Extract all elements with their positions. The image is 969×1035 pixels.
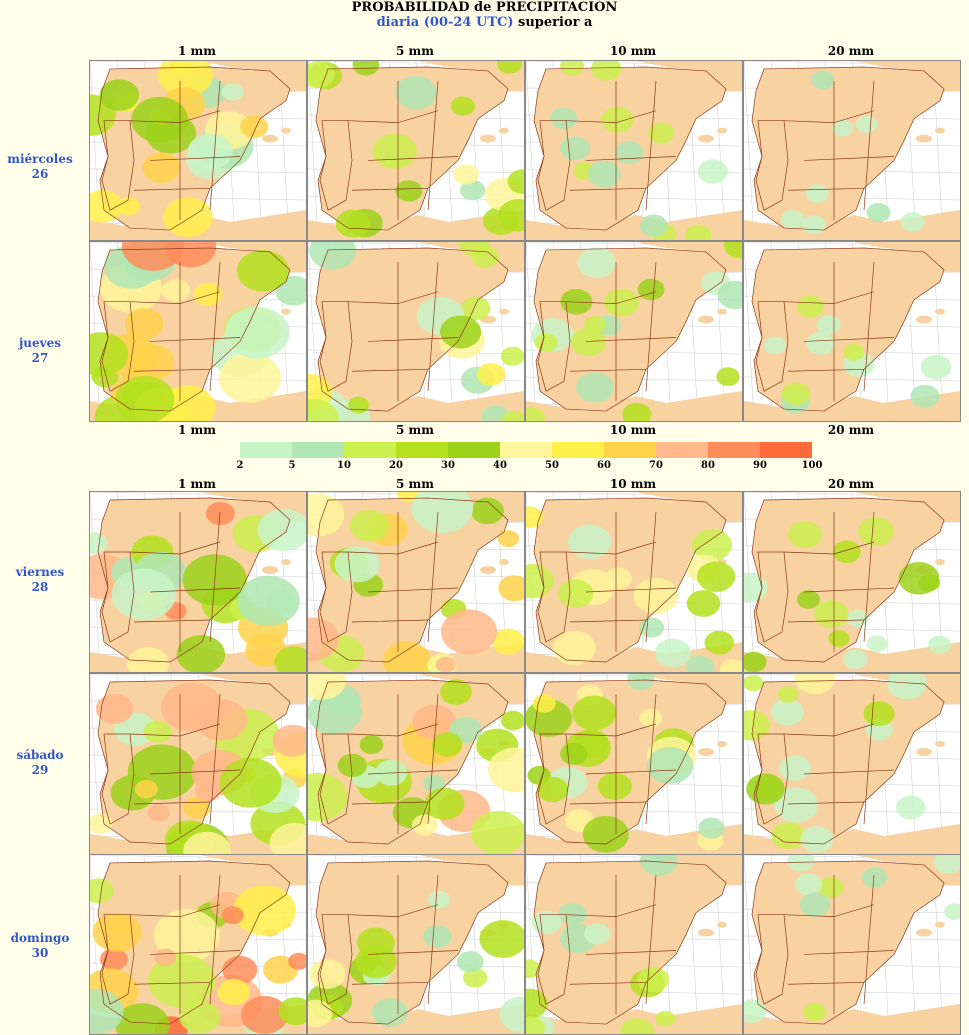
col-header-10mm: 10 mm [609, 44, 657, 58]
precip-map-panel [525, 241, 743, 422]
precip-map-panel [307, 241, 525, 422]
legend-bar [240, 442, 812, 458]
row-label-viernes: viernes 28 [4, 565, 76, 595]
day-number: 30 [31, 946, 49, 960]
col-header-20mm-mid: 20 mm [827, 423, 875, 437]
subtitle-period: diaria (00-24 UTC) [376, 15, 514, 30]
precip-map-panel [525, 491, 743, 673]
col-header-1mm-mid: 1 mm [178, 423, 216, 437]
row-label-miercoles: miércoles 26 [4, 152, 76, 182]
legend-tick-label: 90 [753, 460, 767, 471]
row-label-domingo: domingo 30 [4, 931, 76, 961]
col-header-10mm-mid: 10 mm [609, 423, 657, 437]
precip-map-panel [307, 854, 525, 1035]
legend-swatch [500, 442, 552, 458]
precip-map-panel [89, 491, 307, 673]
legend-swatch [240, 442, 292, 458]
precip-map-panel [525, 60, 743, 241]
legend-tick-label: 20 [389, 460, 403, 471]
color-legend: 2 5 10 20 30 40 50 60 70 80 90 100 [236, 442, 823, 472]
col-header-20mm-low: 20 mm [827, 477, 875, 491]
col-header-5mm-low: 5 mm [396, 477, 434, 491]
col-header-5mm: 5 mm [396, 44, 434, 58]
legend-labels: 2 5 10 20 30 40 50 60 70 80 90 100 [236, 458, 823, 472]
precip-map-panel [89, 673, 307, 855]
legend-swatch [396, 442, 448, 458]
legend-tick-label: 80 [701, 460, 715, 471]
row-label-sabado: sábado 29 [4, 748, 76, 778]
precip-map-panel [525, 854, 743, 1035]
legend-tick-label: 70 [649, 460, 663, 471]
day-name: viernes [15, 565, 65, 579]
precip-map-panel [743, 854, 961, 1035]
day-number: 29 [31, 763, 49, 777]
col-header-20mm: 20 mm [827, 44, 875, 58]
precip-map-panel [743, 673, 961, 855]
col-header-1mm: 1 mm [178, 44, 216, 58]
precip-map-panel [307, 60, 525, 241]
legend-swatch [656, 442, 708, 458]
col-header-10mm-low: 10 mm [609, 477, 657, 491]
legend-tick-label: 100 [801, 460, 823, 471]
legend-tick-label: 40 [493, 460, 507, 471]
precip-map-panel [525, 673, 743, 855]
day-number: 28 [31, 580, 49, 594]
subtitle-rest: superior a [513, 15, 593, 30]
day-name: jueves [18, 336, 62, 350]
precip-map-panel [89, 854, 307, 1035]
legend-tick-label: 60 [597, 460, 611, 471]
legend-tick-label: 10 [337, 460, 351, 471]
legend-swatch [552, 442, 604, 458]
legend-swatch [708, 442, 760, 458]
precip-map-panel [743, 60, 961, 241]
legend-swatch [344, 442, 396, 458]
legend-swatch [604, 442, 656, 458]
page-title: PROBABILIDAD de PRECIPITACIÓN [351, 0, 618, 15]
legend-swatch [760, 442, 812, 458]
legend-tick-label: 5 [288, 460, 296, 471]
legend-tick-label: 50 [545, 460, 559, 471]
legend-tick-label: 2 [236, 460, 244, 471]
day-name: sábado [16, 748, 64, 762]
col-header-5mm-mid: 5 mm [396, 423, 434, 437]
precip-map-panel [89, 60, 307, 241]
precip-map-panel [743, 491, 961, 673]
precip-map-panel [307, 491, 525, 673]
row-label-jueves: jueves 27 [4, 336, 76, 366]
day-number: 26 [31, 167, 49, 181]
day-number: 27 [31, 351, 49, 365]
col-header-1mm-low: 1 mm [178, 477, 216, 491]
precip-map-panel [89, 241, 307, 422]
legend-swatch [292, 442, 344, 458]
day-name: domingo [10, 931, 70, 945]
precip-map-panel [743, 241, 961, 422]
legend-tick-label: 30 [441, 460, 455, 471]
page-subtitle: diaria (00-24 UTC) superior a [0, 15, 969, 30]
legend-swatch [448, 442, 500, 458]
precip-map-panel [307, 673, 525, 855]
day-name: miércoles [7, 152, 73, 166]
